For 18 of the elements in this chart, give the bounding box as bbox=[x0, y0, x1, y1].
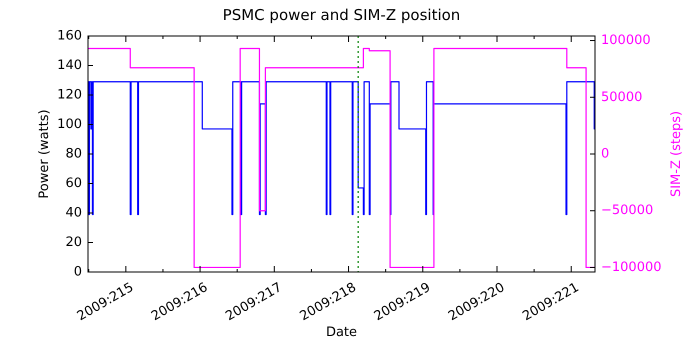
y2-axis-title: SIM-Z (steps) bbox=[669, 110, 684, 198]
chart-title: PSMC power and SIM-Z position bbox=[222, 6, 460, 24]
y-tick-label: 80 bbox=[65, 146, 82, 162]
y2-tick-label: −50000 bbox=[601, 203, 654, 218]
y-tick-label: 0 bbox=[74, 264, 82, 280]
y-tick-label: 60 bbox=[65, 176, 82, 191]
y2-tick-label: 100000 bbox=[601, 33, 651, 48]
y-tick-label: 100 bbox=[57, 117, 82, 132]
y-tick-label: 20 bbox=[65, 235, 82, 250]
y2-tick-label: −100000 bbox=[601, 260, 662, 275]
y-tick-label: 160 bbox=[57, 28, 82, 44]
y-tick-label: 120 bbox=[57, 88, 82, 102]
y2-tick-label: 0 bbox=[601, 146, 610, 162]
y2-tick-label: 50000 bbox=[601, 90, 642, 105]
y-axis-title: Power (watts) bbox=[37, 109, 52, 199]
x-axis-title: Date bbox=[326, 325, 358, 340]
y-tick-label: 140 bbox=[57, 58, 82, 73]
y-tick-label: 40 bbox=[65, 206, 82, 220]
